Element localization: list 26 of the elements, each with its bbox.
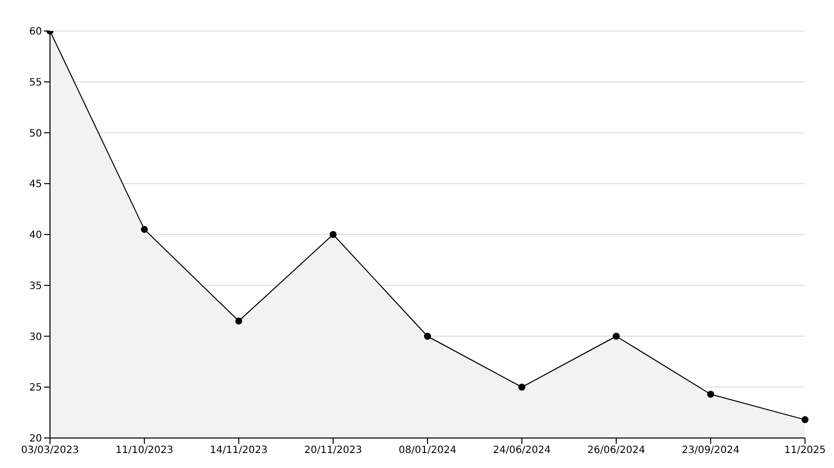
y-tick-label: 50 <box>29 128 42 140</box>
point <box>518 384 526 391</box>
x-tick-label: 23/09/2024 <box>682 445 740 456</box>
point <box>612 332 620 340</box>
x-tick-label: 24/06/2024 <box>493 445 551 456</box>
x-tick-label: 20/11/2023 <box>304 445 362 456</box>
x-tick-label: 14/11/2023 <box>210 445 268 456</box>
y-tick-label: 30 <box>29 332 42 343</box>
y-tick-label: 35 <box>29 280 42 292</box>
y-tick-label: 45 <box>29 179 42 190</box>
x-tick-label: 11/10/2023 <box>116 445 174 456</box>
x-tick-label: 11/2025 <box>784 445 826 456</box>
y-tick-label: 20 <box>29 434 42 445</box>
point <box>330 231 337 238</box>
x-tick-label: 03/03/2023 <box>21 445 79 456</box>
point <box>802 416 808 424</box>
point <box>424 332 431 340</box>
x-tick-label: 26/06/2024 <box>587 445 646 456</box>
point <box>140 226 148 233</box>
y-tick-label: 55 <box>29 77 42 88</box>
y-tick-label: 25 <box>29 382 42 394</box>
point <box>235 317 242 324</box>
point <box>707 390 714 398</box>
x-tick-label: 08/01/2024 <box>398 445 456 456</box>
y-tick-label: 40 <box>29 230 42 242</box>
y-tick-label: 60 <box>29 26 42 38</box>
